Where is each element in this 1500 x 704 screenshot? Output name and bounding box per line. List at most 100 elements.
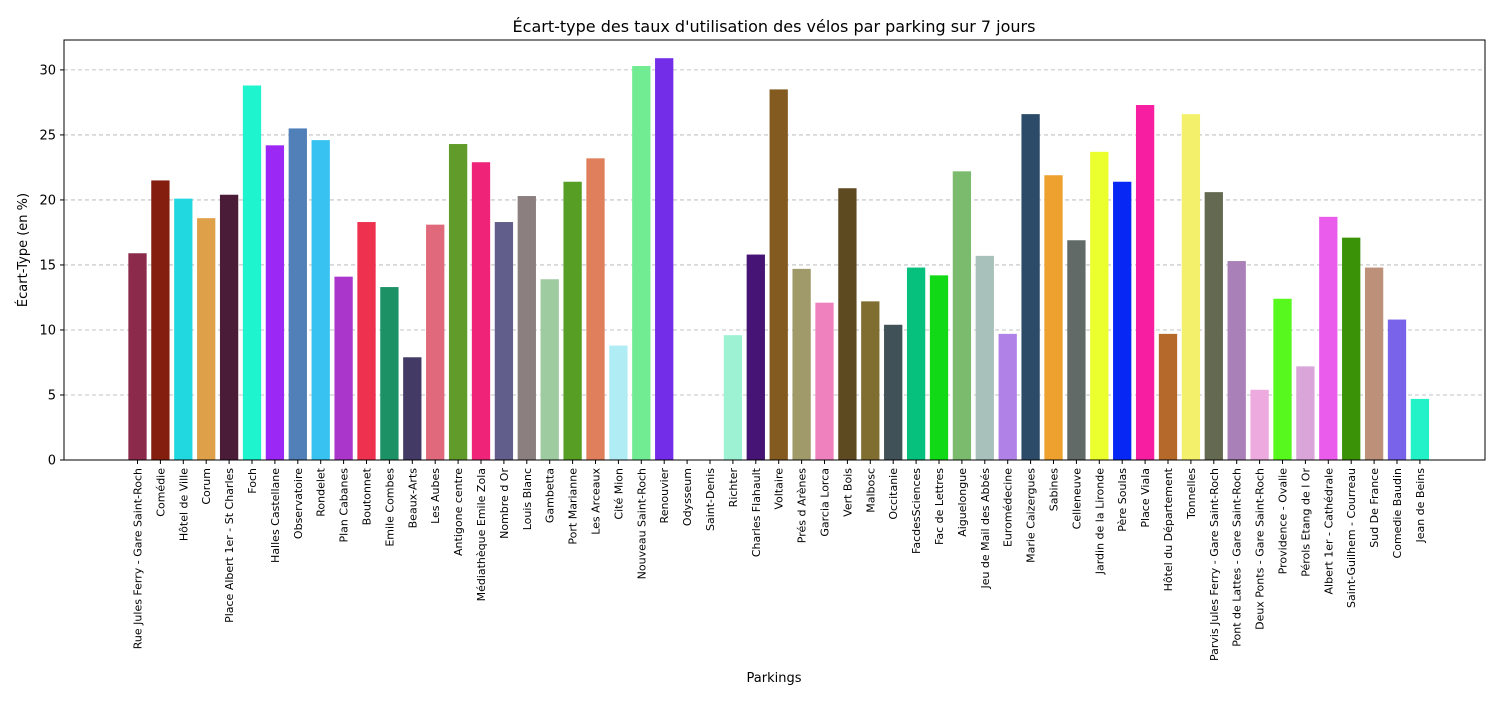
bar: [334, 276, 353, 460]
bar: [311, 140, 330, 460]
x-tick-label: Plan Cabanes: [338, 468, 351, 543]
bars: [128, 58, 1430, 461]
x-tick-label: Euromédecine: [1002, 468, 1015, 547]
x-tick-label: Celleneuve: [1070, 468, 1083, 530]
bar: [1319, 216, 1338, 460]
x-tick-label: Sabines: [1048, 468, 1061, 512]
bar: [1044, 175, 1063, 461]
x-tick-label: Prés d Arènes: [796, 468, 809, 544]
x-axis-ticks: Rue Jules Ferry - Gare Saint-Roch Comédie…: [132, 460, 1427, 661]
bar: [1410, 398, 1430, 460]
x-tick-label: Richter: [727, 468, 740, 508]
x-tick-label: Beaux-Arts: [406, 468, 419, 529]
bar: [1273, 298, 1292, 460]
x-tick-label: Hôtel du Département: [1162, 467, 1175, 591]
bar: [838, 188, 857, 460]
bar: [815, 302, 834, 460]
bar: [1296, 366, 1315, 460]
x-tick-label: Providence - Ovalie: [1277, 468, 1290, 575]
bar: [929, 275, 949, 460]
bar: [471, 162, 491, 460]
x-tick-label: Pérols Etang de l Or: [1299, 468, 1312, 577]
bar: [1342, 237, 1361, 460]
x-tick-label: Hôtel de Ville: [177, 468, 190, 541]
x-tick-label: Antigone centre: [452, 468, 465, 556]
bar: [494, 222, 514, 460]
y-tick-label: 10: [39, 323, 56, 338]
bar: [380, 287, 399, 460]
x-tick-label: Louis Blanc: [521, 468, 534, 530]
bar: [1067, 240, 1086, 460]
bar: [1204, 192, 1223, 460]
x-tick-label: Albert 1er - Cathédrale: [1322, 468, 1335, 595]
x-tick-label: Médiathèque Emile Zola: [475, 468, 488, 601]
x-axis-label: Parkings: [747, 671, 802, 686]
bar: [128, 253, 147, 460]
bar: [1113, 181, 1132, 460]
bar: [517, 196, 536, 460]
x-tick-label: Fac de Lettres: [933, 468, 946, 545]
bar: [769, 89, 788, 460]
x-tick-label: Deux Ponts - Gare Saint-Roch: [1254, 468, 1267, 630]
x-tick-label: Renouvier: [658, 468, 671, 524]
bar: [998, 333, 1017, 460]
chart-title: Écart-type des taux d'utilisation des vé…: [513, 17, 1036, 36]
x-tick-label: Nombre d Or: [498, 468, 511, 539]
bar: [242, 85, 262, 460]
bar: [151, 180, 170, 460]
x-tick-label: Boutonnet: [361, 467, 374, 525]
x-tick-label: Cité Mion: [612, 468, 625, 520]
x-tick-label: Marie Caizergues: [1025, 468, 1038, 563]
x-tick-label: Corum: [200, 468, 213, 505]
x-tick-label: Malbosc: [864, 468, 877, 513]
x-tick-label: Père Soulas: [1116, 468, 1129, 532]
y-tick-label: 15: [39, 258, 56, 273]
bar: [426, 224, 445, 460]
x-tick-label: Emile Combes: [383, 468, 396, 547]
x-tick-label: Odysseum: [681, 468, 694, 526]
bar: [1250, 389, 1269, 460]
y-tick-label: 30: [39, 63, 56, 78]
x-tick-label: Rondelet: [315, 467, 328, 516]
bar: [792, 268, 811, 460]
x-tick-label: Saint-Guilhem - Courreau: [1345, 468, 1358, 608]
bar: [975, 255, 994, 460]
bar: [1021, 114, 1040, 460]
bar: [723, 335, 743, 460]
bar: [288, 128, 307, 460]
y-tick-label: 25: [39, 128, 56, 143]
bar: [1387, 319, 1407, 460]
x-tick-label: Halles Castellane: [269, 468, 282, 563]
x-tick-label: Occitanie: [887, 468, 900, 520]
x-tick-label: Comedie Baudin: [1391, 468, 1404, 558]
bar: [861, 301, 880, 460]
bar: [906, 267, 926, 460]
bar: [219, 194, 239, 460]
x-tick-label: Voltaire: [773, 468, 786, 510]
bar: [632, 66, 651, 460]
y-axis-label: Écart-Type (en %): [15, 193, 31, 307]
y-axis-ticks: 0 5 10 15 20 25 30: [39, 63, 64, 469]
x-tick-label: Les Arceaux: [590, 468, 603, 535]
x-tick-label: Jardin de la Lironde: [1093, 468, 1106, 576]
bar: [609, 345, 628, 460]
bar: [952, 171, 972, 460]
y-tick-label: 20: [39, 193, 56, 208]
x-tick-label: Foch: [246, 468, 259, 494]
y-tick-label: 0: [48, 454, 56, 469]
bar: [357, 222, 376, 460]
bar: [1158, 333, 1178, 460]
x-tick-label: Les Aubes: [429, 468, 442, 524]
x-tick-label: Rue Jules Ferry - Gare Saint-Roch: [132, 468, 145, 649]
bar: [655, 58, 674, 460]
bar: [197, 218, 216, 460]
x-tick-label: Nouveau Saint-Roch: [635, 468, 648, 579]
x-tick-label: Sud De France: [1368, 468, 1381, 548]
bar: [1135, 105, 1155, 461]
bar: [448, 144, 468, 460]
bar: [540, 279, 559, 460]
x-tick-label: Port Marianne: [567, 468, 580, 545]
x-tick-label: FacdesSciences: [910, 468, 923, 554]
